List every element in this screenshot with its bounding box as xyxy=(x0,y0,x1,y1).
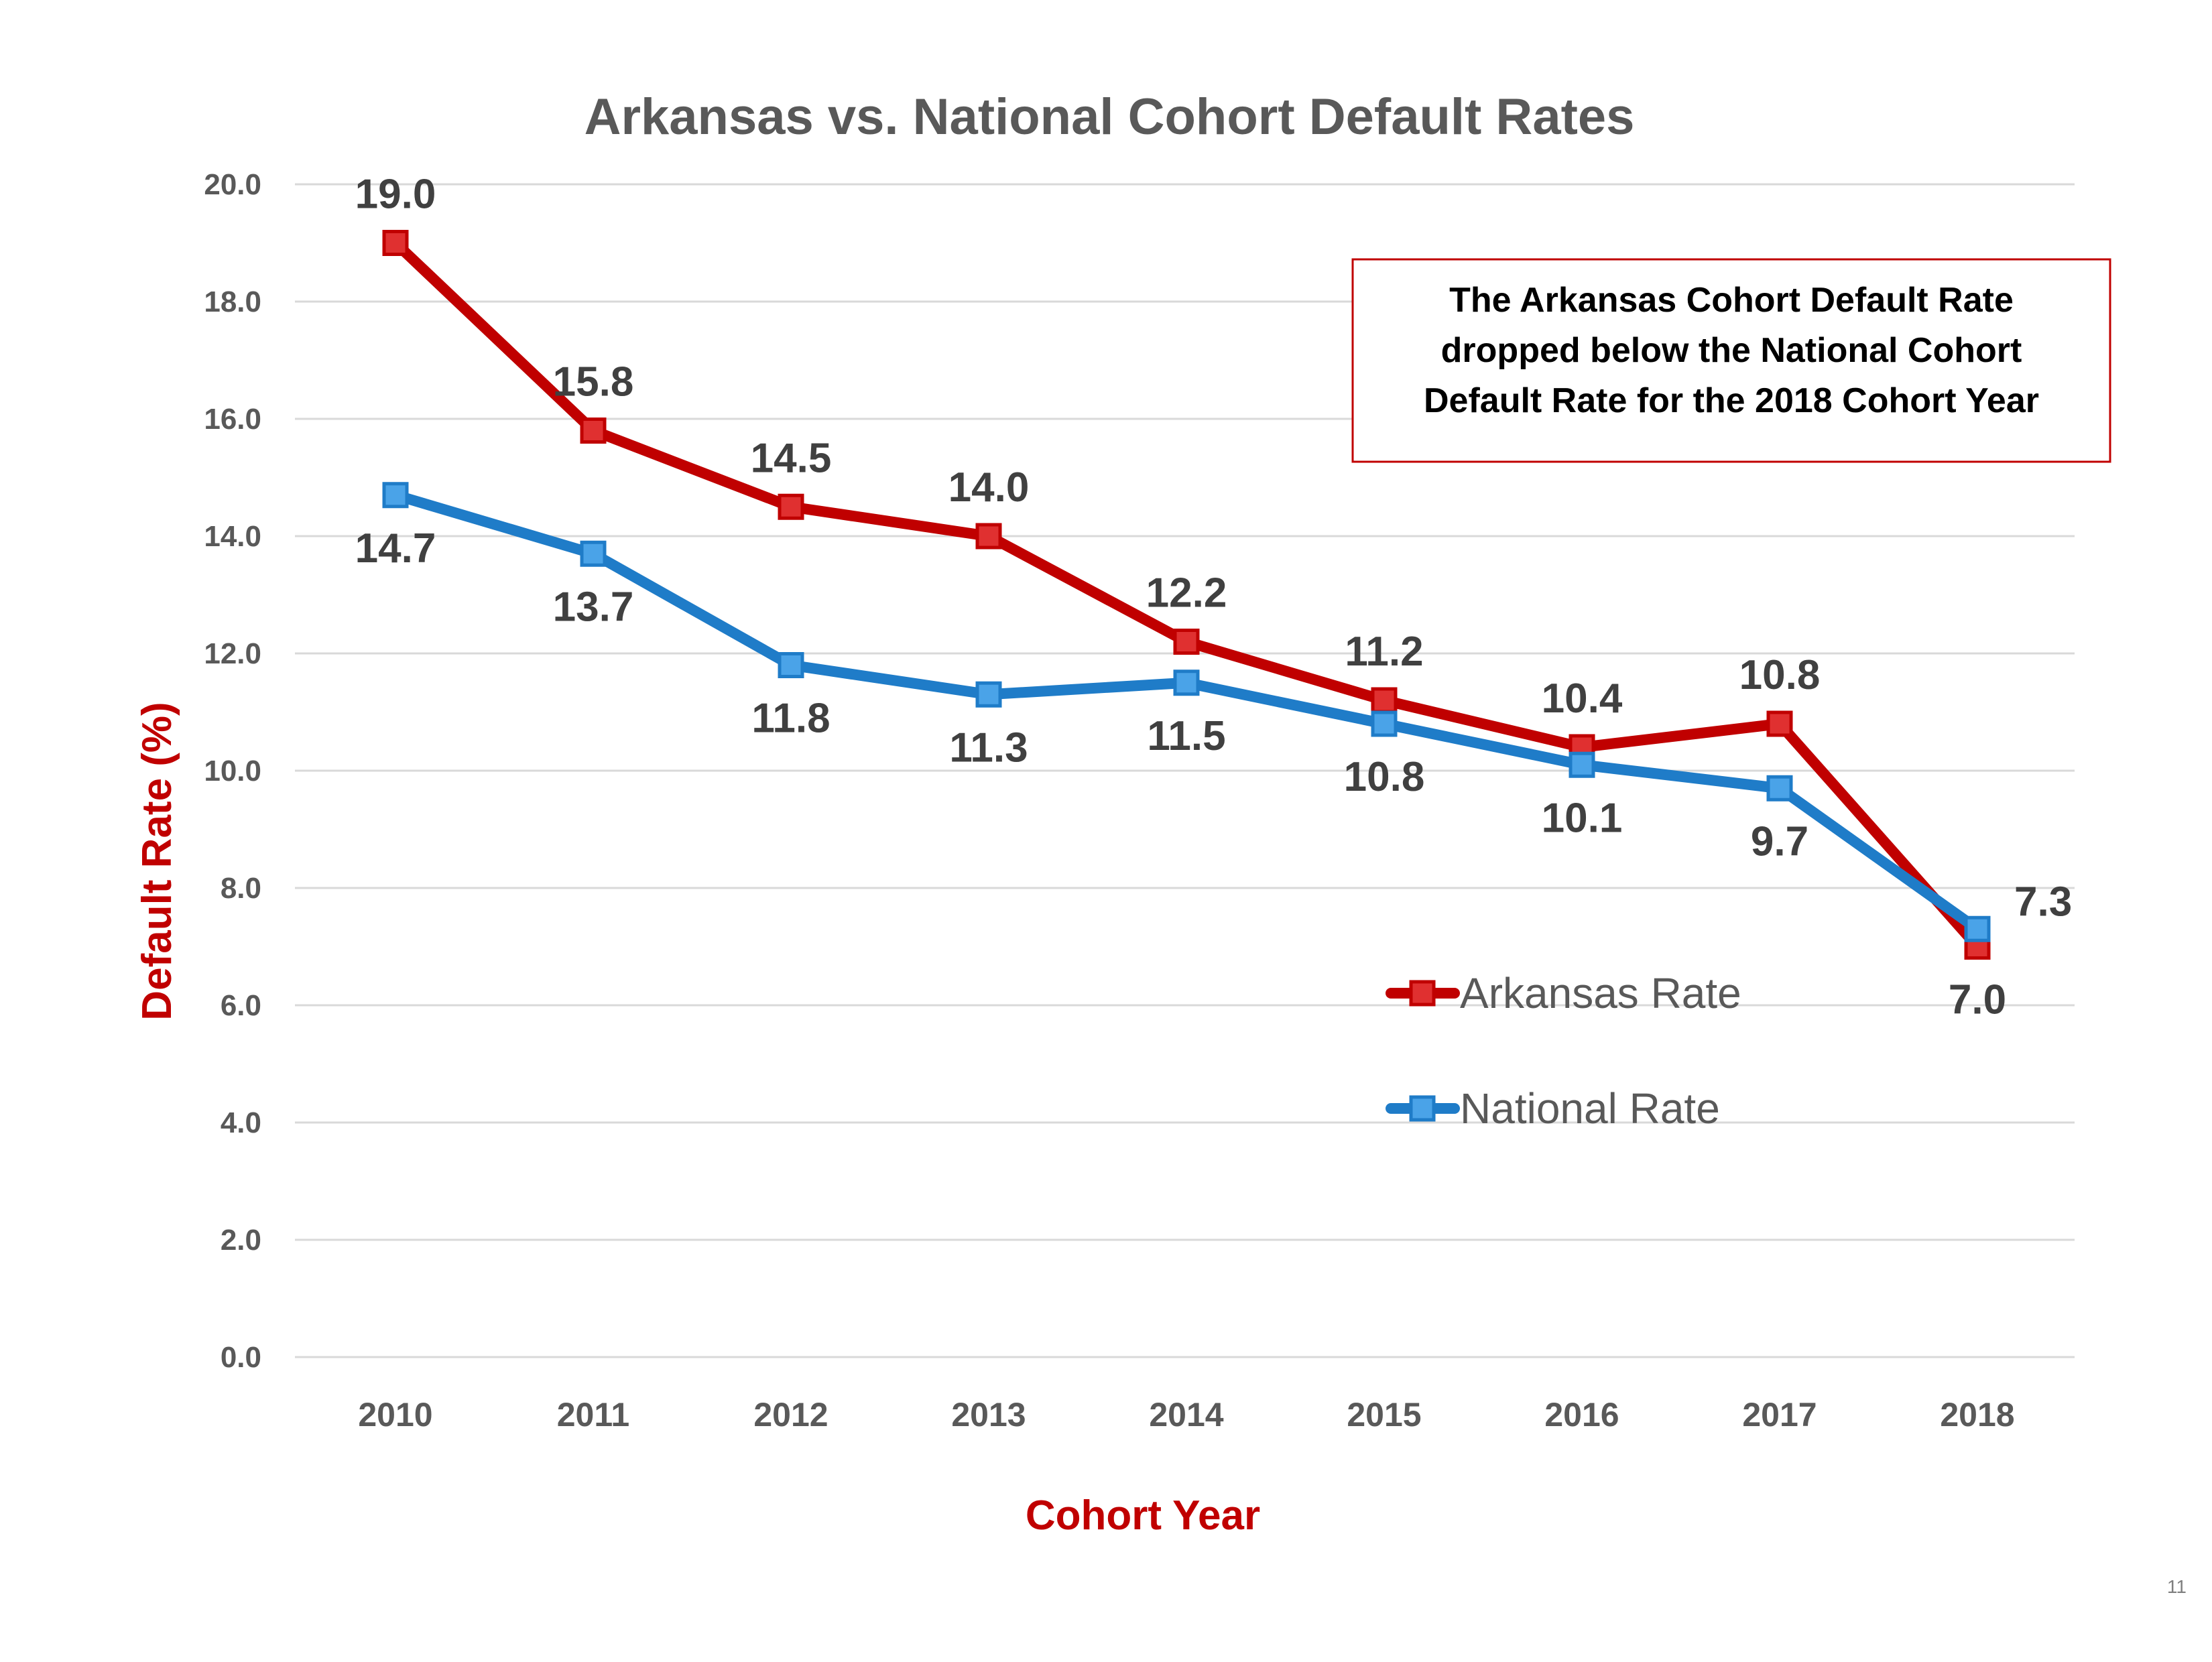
x-tick-label: 2017 xyxy=(1742,1396,1817,1433)
legend-marker-swatch xyxy=(1409,1095,1436,1122)
data-point-marker xyxy=(382,230,409,256)
data-point-marker xyxy=(1569,751,1595,778)
annotation-box xyxy=(1351,258,2111,463)
data-label: 11.3 xyxy=(949,724,1028,771)
data-label: 12.2 xyxy=(1146,570,1227,617)
data-point-marker xyxy=(580,540,607,567)
data-label: 19.0 xyxy=(355,172,436,218)
data-label: 11.5 xyxy=(1147,713,1225,759)
y-tick-label: 10.0 xyxy=(204,755,261,787)
y-axis-label: Default Rate (%) xyxy=(134,702,180,1020)
y-tick-label: 2.0 xyxy=(221,1224,261,1257)
data-label: 10.8 xyxy=(1739,652,1821,698)
x-tick-label: 2013 xyxy=(951,1396,1026,1433)
page-number: 11 xyxy=(2167,1576,2187,1597)
y-tick-label: 18.0 xyxy=(204,285,261,318)
x-tick-label: 2010 xyxy=(358,1396,432,1433)
x-axis-ticks: 2010 2011 2012 2013 2014 2015 2016 2017 2018 xyxy=(358,1396,2014,1433)
y-axis-ticks: 0.0 2.0 4.0 6.0 8.0 10.0 12.0 14.0 16.0 18.0 20.0 xyxy=(204,168,261,1374)
legend-marker-swatch xyxy=(1409,980,1436,1007)
x-tick-label: 2011 xyxy=(557,1396,629,1433)
data-point-marker xyxy=(1173,669,1200,696)
data-point-marker xyxy=(1173,629,1200,655)
data-point-marker xyxy=(778,652,804,678)
data-point-marker xyxy=(580,418,607,444)
annotation-line-2: dropped below the National Cohort xyxy=(1441,331,2022,370)
y-tick-label: 16.0 xyxy=(204,403,261,436)
data-label: 9.7 xyxy=(1751,818,1808,865)
data-point-marker xyxy=(778,493,804,520)
data-label: 10.1 xyxy=(1542,795,1623,841)
x-tick-label: 2015 xyxy=(1347,1396,1421,1433)
x-tick-label: 2016 xyxy=(1544,1396,1619,1433)
data-label: 13.7 xyxy=(553,584,634,630)
data-label: 10.8 xyxy=(1344,754,1425,800)
data-label: 7.3 xyxy=(2014,879,2072,925)
legend: Arkansas Rate National Rate xyxy=(1386,969,1741,1133)
data-point-marker xyxy=(1964,915,1991,942)
annotation-line-1: The Arkansas Cohort Default Rate xyxy=(1449,281,2014,320)
data-label: 11.8 xyxy=(751,696,830,742)
data-label: 14.0 xyxy=(948,464,1030,511)
data-point-marker xyxy=(1371,687,1398,714)
y-tick-label: 8.0 xyxy=(221,872,261,905)
y-tick-label: 12.0 xyxy=(204,637,261,670)
x-tick-label: 2012 xyxy=(753,1396,828,1433)
data-label: 15.8 xyxy=(553,359,634,405)
data-label: 10.4 xyxy=(1542,676,1623,722)
data-label: 14.7 xyxy=(355,525,436,572)
data-point-marker xyxy=(1371,710,1398,737)
series-line xyxy=(390,489,1983,935)
x-tick-label: 2014 xyxy=(1149,1396,1223,1433)
x-axis-label: Cohort Year xyxy=(1026,1492,1260,1539)
chart-title: Arkansas vs. National Cohort Default Rat… xyxy=(585,88,1635,145)
y-tick-label: 14.0 xyxy=(204,520,261,553)
legend-item: Arkansas Rate xyxy=(1386,969,1741,1017)
y-tick-label: 0.0 xyxy=(221,1341,261,1374)
data-point-marker xyxy=(1766,710,1793,737)
legend-item: National Rate xyxy=(1386,1084,1720,1133)
y-tick-label: 4.0 xyxy=(221,1106,261,1139)
series-national xyxy=(382,482,1991,942)
y-tick-label: 20.0 xyxy=(204,168,261,201)
data-point-marker xyxy=(1766,775,1793,802)
annotation-line-3: Default Rate for the 2018 Cohort Year xyxy=(1424,381,2039,420)
legend-label: Arkansas Rate xyxy=(1460,969,1741,1017)
legend-label: National Rate xyxy=(1460,1084,1720,1133)
data-label: 11.2 xyxy=(1345,629,1423,675)
x-tick-label: 2018 xyxy=(1940,1396,2014,1433)
data-point-marker xyxy=(975,681,1002,708)
data-label: 14.5 xyxy=(751,435,832,481)
data-point-marker xyxy=(975,523,1002,550)
data-point-marker xyxy=(382,482,409,509)
data-label: 7.0 xyxy=(1949,977,2006,1023)
y-tick-label: 6.0 xyxy=(221,989,261,1022)
data-labels: 19.0 15.8 14.5 14.0 12.2 11.2 10.4 10.8 7.0 14.7 1… xyxy=(355,172,2073,1023)
series-layer xyxy=(382,230,1991,960)
